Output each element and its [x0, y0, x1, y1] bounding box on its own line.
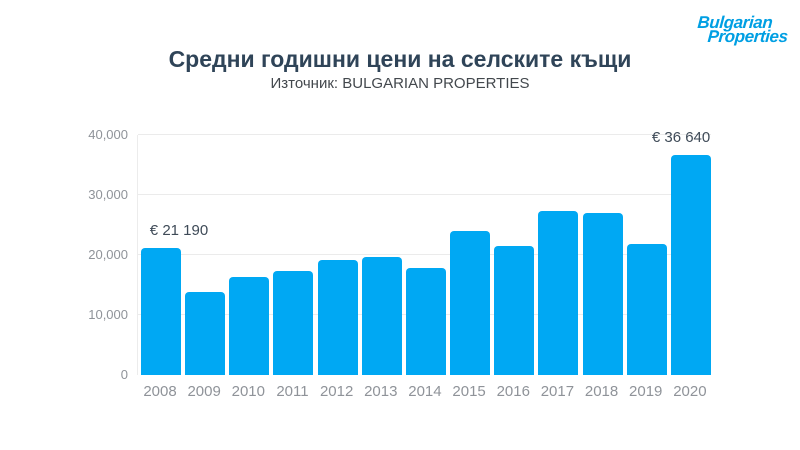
x-tick-label-2019: 2019	[629, 383, 663, 400]
gridline-30000	[138, 194, 711, 195]
bar-2018	[582, 213, 623, 375]
gridline-20000	[138, 254, 711, 255]
bar-2017	[538, 210, 579, 375]
x-tick-label-2018: 2018	[584, 383, 619, 400]
value-annotation-2008: € 21 190	[149, 221, 209, 239]
bar-2011	[273, 271, 314, 375]
x-tick-label-2017: 2017	[540, 383, 575, 400]
y-tick-label: 20,000	[88, 247, 128, 262]
plot-area: € 21 190 € 36 640	[137, 129, 711, 375]
x-tick-label-2013: 2013	[364, 383, 398, 400]
logo-text-line2: Properties	[706, 26, 789, 46]
x-tick-label-2016: 2016	[496, 383, 530, 400]
bar-2008	[141, 247, 181, 375]
page-title: Средни годишни цени на селските къщи	[168, 46, 632, 72]
gridline-40000	[138, 134, 711, 135]
x-tick-label-2015: 2015	[452, 383, 486, 400]
bar-2013	[361, 256, 402, 375]
y-tick-label: 0	[120, 367, 128, 382]
bar-2015	[450, 231, 491, 375]
bar-2020	[670, 155, 711, 375]
x-tick-label-2011: 2011	[276, 383, 309, 400]
bar-2012	[317, 259, 358, 375]
x-tick-label-2020: 2020	[673, 383, 707, 400]
x-axis: 2008 2009 2010 2011 2012 2013 2014 2015 2016 2017…	[140, 383, 710, 400]
x-tick-label-2009: 2009	[187, 383, 221, 400]
y-tick-label: 40,000	[88, 127, 128, 142]
bulgarian-properties-logo: Bulgarian Properties	[696, 13, 789, 46]
x-tick-label-2010: 2010	[231, 383, 265, 400]
bar-2019	[626, 243, 667, 375]
value-annotation-2020: € 36 640	[651, 129, 711, 147]
y-tick-label: 30,000	[88, 187, 128, 202]
y-axis: 0 10,000 20,000 30,000 40,000	[0, 127, 128, 382]
x-tick-label-2012: 2012	[319, 383, 354, 400]
chart-source-subtitle: Източник: BULGARIAN PROPERTIES	[270, 75, 530, 92]
x-tick-label-2008: 2008	[143, 383, 177, 400]
bars-group	[141, 135, 711, 375]
bar-2014	[405, 267, 446, 375]
bar-2010	[229, 277, 270, 375]
bar-2016	[494, 246, 535, 375]
bar-2009	[185, 291, 226, 375]
y-tick-label: 10,000	[88, 307, 128, 322]
x-tick-label-2014: 2014	[408, 383, 442, 400]
